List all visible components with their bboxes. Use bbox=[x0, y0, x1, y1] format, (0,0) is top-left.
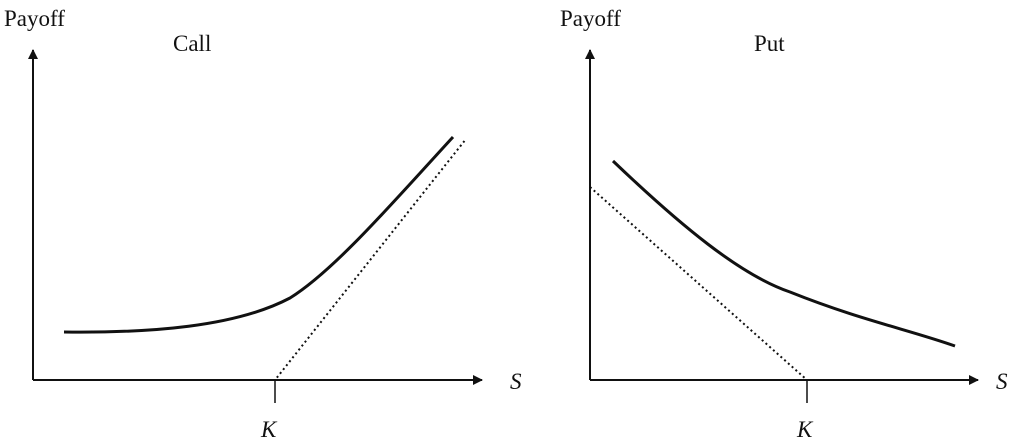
call-panel: Payoff Call S K bbox=[4, 6, 522, 441]
put-panel: Payoff Put S K bbox=[560, 6, 1008, 441]
put-intrinsic-payoff bbox=[589, 186, 975, 381]
put-strike-label: K bbox=[796, 417, 814, 441]
call-option-value-curve bbox=[63, 135, 455, 334]
put-ylabel: Payoff bbox=[560, 6, 621, 31]
put-xlabel: S bbox=[996, 369, 1008, 394]
call-title: Call bbox=[173, 31, 211, 56]
put-title: Put bbox=[754, 31, 785, 56]
call-intrinsic-payoff bbox=[33, 138, 467, 381]
call-xlabel: S bbox=[510, 369, 522, 394]
call-strike-label: K bbox=[260, 417, 278, 441]
call-ylabel: Payoff bbox=[4, 6, 65, 31]
put-option-value-curve bbox=[611, 159, 956, 348]
